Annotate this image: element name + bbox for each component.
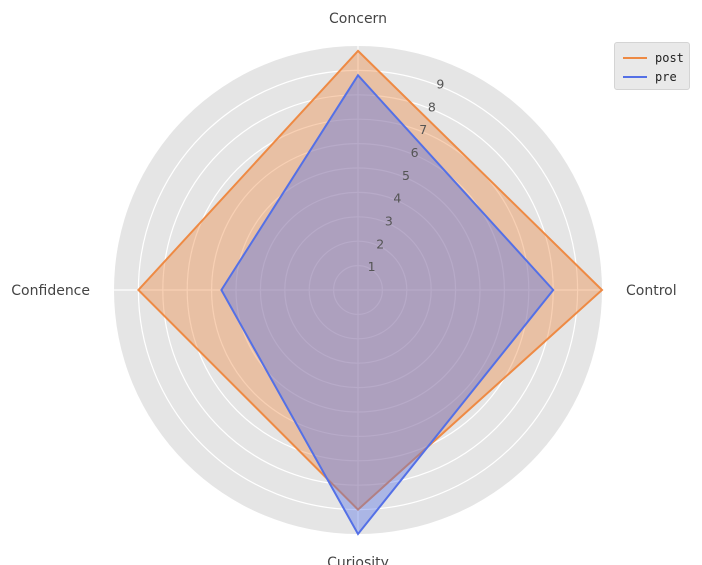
legend-item-pre: pre: [623, 68, 677, 86]
radial-tick-9: 9: [436, 77, 444, 92]
legend-swatch-pre: [623, 76, 647, 78]
radial-tick-1: 1: [368, 259, 376, 274]
series-pre-area: [220, 73, 555, 536]
axis-label-curiosity: Curiosity: [327, 555, 389, 565]
series-post-area: [137, 49, 604, 511]
radar-series-layer: [137, 49, 604, 536]
legend-label-post: post: [655, 51, 684, 65]
axis-label-concern: Concern: [329, 11, 387, 27]
radial-tick-4: 4: [393, 191, 401, 206]
legend-item-post: post: [623, 49, 684, 67]
axis-label-control: Control: [626, 283, 677, 299]
radial-tick-3: 3: [385, 214, 393, 229]
legend: post pre: [614, 42, 690, 90]
radial-tick-2: 2: [376, 236, 384, 251]
radial-tick-8: 8: [428, 99, 436, 114]
radial-tick-6: 6: [411, 145, 419, 160]
axis-labels: Concern Control Curiosity Confidence: [11, 11, 676, 565]
legend-label-pre: pre: [655, 70, 677, 84]
axis-label-confidence: Confidence: [11, 283, 90, 299]
radial-tick-7: 7: [419, 122, 427, 137]
legend-swatch-post: [623, 57, 647, 59]
radial-tick-5: 5: [402, 168, 410, 183]
